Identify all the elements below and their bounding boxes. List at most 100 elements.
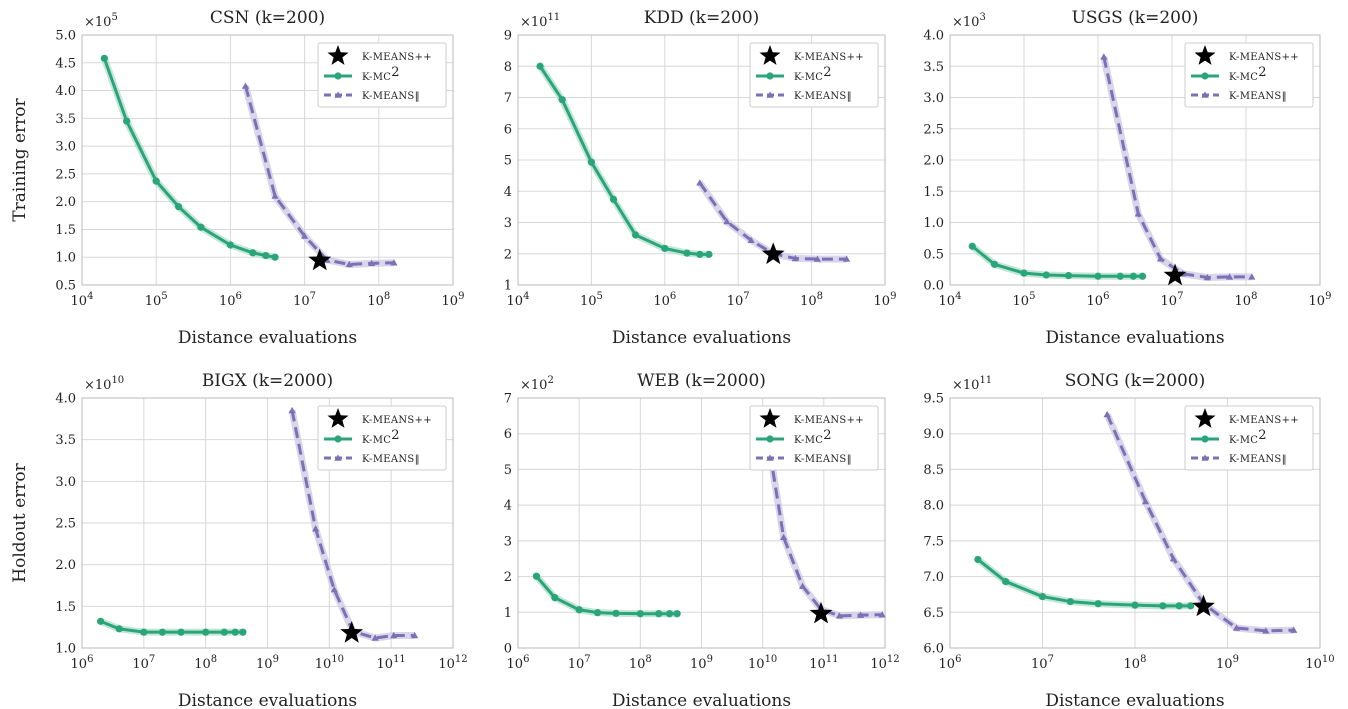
legend-label-kmeanspp: K-MEANS++ — [362, 52, 432, 63]
y-tick-label: 3.0 — [55, 140, 76, 155]
y-tick-label: 4 — [504, 499, 512, 514]
kmeans-par-point — [330, 586, 338, 593]
x-tick-label: 107 — [132, 654, 155, 672]
x-tick-label: 109 — [874, 291, 897, 309]
y-tick-label: 3 — [504, 216, 512, 231]
y-tick-label: 0.5 — [55, 279, 76, 294]
y-tick-label: 8 — [504, 60, 512, 75]
kmeans-par-point — [1134, 210, 1142, 217]
x-tick-label: 106 — [219, 291, 242, 309]
kmc2-point — [532, 572, 541, 580]
kmeans-par-point — [312, 525, 320, 532]
x-tick-label: 107 — [1031, 654, 1054, 672]
y-tick-label: 4.0 — [55, 84, 76, 99]
legend-kmeans-par-marker — [334, 454, 342, 461]
x-tick-label: 109 — [256, 654, 279, 672]
y-tick-label: 6 — [504, 122, 512, 137]
legend-label-kmeans-par: K-MEANS‖ — [794, 91, 852, 102]
kmc2-point — [655, 610, 663, 618]
y-tick-label: 0.5 — [923, 247, 944, 262]
kmc2-line — [976, 558, 1191, 608]
kmeans-par-point — [747, 236, 755, 244]
kmc2-point — [636, 610, 644, 618]
kmeans-par-point — [1169, 555, 1177, 562]
x-tick-label: 104 — [71, 291, 94, 309]
x-tick-label: 106 — [71, 654, 94, 672]
legend-label-kmeanspp: K-MEANS++ — [794, 415, 864, 426]
kmeans-par-point — [1100, 53, 1108, 60]
y-tick-label: 5.0 — [55, 29, 76, 44]
y-tick-label: 3.5 — [55, 433, 76, 448]
y-tick-label: 2 — [504, 570, 512, 585]
legend-label-kmeans-par: K-MEANS‖ — [794, 454, 852, 465]
kmc2-point — [575, 606, 583, 614]
y-multiplier: ×105 — [84, 12, 118, 30]
plot-frame — [81, 34, 454, 286]
y-tick-label: 1 — [504, 279, 512, 294]
x-tick-label: 1012 — [870, 654, 899, 672]
chart-title: BIGX (k=2000) — [202, 371, 333, 391]
kmeans-par-point — [799, 582, 807, 589]
y-multiplier: ×1011 — [520, 12, 560, 30]
chart-panel-6: SONG (k=2000) ×1011 6.0 6.5 7.0 7.5 8.0 8.5 9.0 9… — [923, 371, 1334, 709]
x-axis-label: Distance evaluations — [612, 691, 791, 709]
y-tick-label: 1.5 — [923, 185, 944, 200]
kmc2-line — [971, 245, 1143, 278]
y-tick-label: 2.0 — [55, 195, 76, 210]
legend-star-marker — [327, 45, 349, 65]
x-tick-label: 107 — [293, 291, 316, 309]
kmc2-point — [1159, 602, 1167, 610]
kmc2-point — [1064, 272, 1073, 280]
legend-box — [749, 42, 879, 108]
legend-label-kmeanspp: K-MEANS++ — [1229, 52, 1299, 63]
kmc2-point — [202, 628, 210, 636]
kmc2-point — [158, 628, 167, 636]
y-tick-label: 2.5 — [55, 517, 76, 532]
kmc2-point — [673, 610, 681, 618]
legend-kmeans-par-marker — [1201, 91, 1209, 98]
kmeans-par-point — [345, 260, 353, 268]
legend-star-marker — [1194, 45, 1216, 65]
kmeans-par-point — [390, 259, 398, 266]
kmeans-par-point — [390, 631, 398, 639]
kmc2-point — [593, 609, 602, 617]
legend-kmc2-marker — [334, 72, 342, 80]
kmc2-point — [536, 62, 544, 70]
kmeanspp-star — [809, 601, 833, 624]
kmeans-par-point — [371, 634, 379, 641]
kmc2-point — [1116, 272, 1124, 280]
kmeans-par-point — [1262, 627, 1270, 634]
x-tick-label: 104 — [939, 291, 962, 309]
row-2-ylabel: Holdout error — [10, 462, 30, 582]
kmeans-par-point — [1103, 410, 1111, 418]
kmc2-point — [661, 244, 669, 253]
x-tick-label: 109 — [1309, 291, 1332, 309]
y-tick-label: 2.5 — [55, 167, 76, 182]
y-multiplier: ×102 — [520, 375, 554, 393]
legend-label-kmeans-par: K-MEANS‖ — [1229, 454, 1287, 465]
x-tick-label: 106 — [507, 654, 530, 672]
x-axis-label: Distance evaluations — [178, 691, 357, 709]
y-tick-label: 9.0 — [923, 427, 944, 442]
x-tick-label: 107 — [1161, 291, 1184, 309]
kmc2-point — [115, 625, 123, 633]
x-axis-label: Distance evaluations — [178, 328, 357, 348]
y-tick-label: 6.5 — [923, 606, 944, 621]
chart-panel-4: BIGX (k=2000) ×1010 1.0 1.5 2.0 2.5 3.0 3.5 4.0 1… — [55, 371, 467, 709]
kmc2-point — [100, 54, 108, 62]
kmc2-point — [1131, 601, 1139, 609]
x-tick-label: 109 — [690, 654, 713, 672]
kmc2-point — [665, 610, 674, 618]
kmc2-point — [612, 609, 620, 617]
x-tick-label: 105 — [145, 291, 168, 309]
kmc2-point — [990, 260, 999, 268]
x-tick-label: 108 — [1235, 291, 1258, 309]
x-tick-label: 109 — [442, 291, 465, 309]
x-tick-label: 108 — [1124, 654, 1147, 672]
y-tick-label: 3.0 — [923, 91, 944, 106]
kmc2-point — [1175, 602, 1183, 610]
chart-title: CSN (k=200) — [210, 8, 325, 28]
chart-panel-3: USGS (k=200) ×103 0.0 0.5 1.0 1.5 2.0 2.5 3.0 3.5… — [923, 8, 1331, 348]
kmeans-par-point — [780, 533, 788, 540]
